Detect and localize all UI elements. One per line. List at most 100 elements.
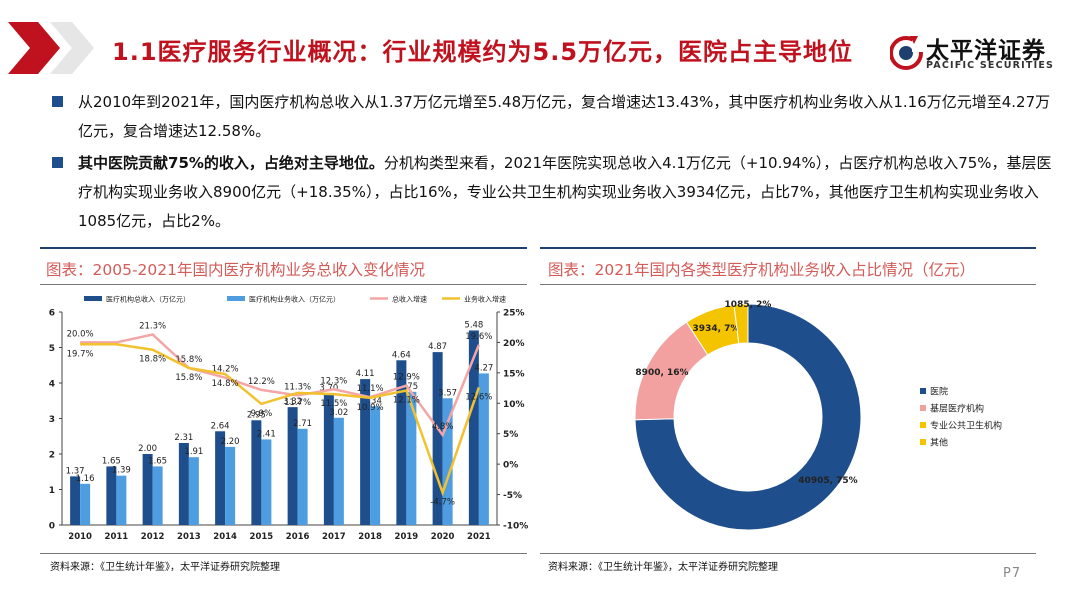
donut-slice xyxy=(733,303,749,345)
bar-total-revenue xyxy=(178,442,189,525)
left-panel-bottom-divider xyxy=(40,553,527,554)
x-tick-label: 2015 xyxy=(250,532,274,542)
bar-business-revenue xyxy=(152,466,163,525)
line-data-label: 12.6% xyxy=(465,392,492,402)
line-total-growth xyxy=(80,333,481,438)
bar-data-label: 1.37 xyxy=(66,466,85,476)
bar-total-revenue xyxy=(432,352,443,525)
bar-data-label: 1.65 xyxy=(148,456,167,466)
bar-business-revenue xyxy=(333,417,344,525)
bullet-text: 分机构类型来看，2021年医院实现总收入4.1万亿元（+10.94%），占医疗机… xyxy=(78,154,1052,230)
y2-tick-label: -5% xyxy=(503,491,522,501)
bar-total-revenue xyxy=(360,379,371,525)
donut-data-label: 8900, 16% xyxy=(635,368,688,378)
y-tick-label: 5 xyxy=(49,344,55,354)
line-data-label: 12.9% xyxy=(393,373,420,383)
bar-data-label: 4.87 xyxy=(428,342,447,352)
bar-total-revenue xyxy=(468,330,479,525)
y-tick-label: 4 xyxy=(49,380,55,390)
bar-data-label: 3.02 xyxy=(329,408,348,418)
y-tick-label: 6 xyxy=(49,309,55,319)
bar-data-label: 4.11 xyxy=(356,369,375,379)
bar-total-revenue xyxy=(70,476,81,525)
x-tick-label: 2014 xyxy=(213,532,237,542)
company-logo: 太平洋证券 PACIFIC SECURITIES xyxy=(890,32,1060,74)
bar-business-revenue xyxy=(370,406,381,525)
line-business-growth xyxy=(80,343,481,497)
bar-data-label: 1.39 xyxy=(112,466,131,476)
revenue-bar-line-chart: 0 1 2 3 4 5 6 -10% -5% 0% 5% 10% 15% 20% 25% 2010 2011 20… xyxy=(49,295,529,543)
bullet-bold-text: 其中医院贡献75%的收入，占绝对主导地位。 xyxy=(78,154,384,172)
line-data-label: 15.8% xyxy=(175,355,202,365)
left-panel-top-rule xyxy=(40,247,527,249)
y-tick-label: 3 xyxy=(49,415,55,425)
x-tick-label: 2019 xyxy=(395,532,419,542)
left-panel-divider xyxy=(40,284,527,285)
bar-total-revenue xyxy=(142,454,153,525)
bar-data-label: 2.20 xyxy=(221,437,240,447)
right-panel-top-rule xyxy=(540,247,1036,249)
bar-data-label: .34 xyxy=(368,396,382,406)
legend-swatch xyxy=(227,296,245,301)
y2-tick-label: 10% xyxy=(503,400,525,410)
y2-tick-label: -10% xyxy=(503,522,528,532)
right-source-note: 资料来源：《卫生统计年鉴》，太平洋证券研究院整理 xyxy=(548,562,778,573)
bar-data-label: 3.57 xyxy=(438,388,457,398)
bar-data-label: 2.41 xyxy=(257,429,276,439)
bar-data-label: 5.48 xyxy=(464,320,483,330)
legend-label: 业务收入增速 xyxy=(464,295,506,304)
bar-total-revenue xyxy=(323,393,334,525)
legend-label: 专业公共卫生机构 xyxy=(930,420,1002,432)
bar-total-revenue xyxy=(106,466,117,525)
left-chart-title: 图表：2005-2021年国内医疗机构业务总收入变化情况 xyxy=(46,261,425,279)
legend-label: 总收入增速 xyxy=(392,295,427,304)
line-data-label: 11.7% xyxy=(284,398,311,408)
bullet-text: 从2010年到2021年，国内医疗机构总收入从1.37万亿元增至5.48万亿元，… xyxy=(78,93,1051,140)
bullet-list: 从2010年到2021年，国内医疗机构总收入从1.37万亿元增至5.48万亿元，… xyxy=(52,88,1052,239)
bar-business-revenue xyxy=(442,398,453,525)
legend-label: 医院 xyxy=(930,386,948,398)
legend-label: 其他 xyxy=(930,437,948,449)
bar-total-revenue xyxy=(287,407,298,525)
y-tick-label: 0 xyxy=(49,522,55,532)
line-data-label: 18.8% xyxy=(139,355,166,365)
left-source-note: 资料来源：《卫生统计年鉴》，太平洋证券研究院整理 xyxy=(50,562,280,573)
bar-total-revenue xyxy=(396,360,407,525)
chevron-decoration-icon xyxy=(8,22,60,74)
line-data-label: 11.5% xyxy=(320,399,347,409)
bullet-item: 其中医院贡献75%的收入，占绝对主导地位。分机构类型来看，2021年医院实现总收… xyxy=(52,149,1052,236)
bar-total-revenue xyxy=(251,420,262,525)
bar-data-label: 2.31 xyxy=(174,433,193,443)
bar-data-label: 1.16 xyxy=(76,474,95,484)
y2-tick-label: 20% xyxy=(503,339,525,349)
bar-business-revenue xyxy=(116,475,127,525)
slide-title: 1.1医疗服务行业概况：行业规模约为5.5万亿元，医院占主导地位 xyxy=(112,38,854,66)
bar-business-revenue xyxy=(188,457,199,525)
chevron-decoration-icon xyxy=(50,22,94,74)
legend-label: 医疗机构业务收入（万亿元） xyxy=(249,295,340,304)
x-tick-label: 2020 xyxy=(431,532,455,542)
x-tick-label: 2013 xyxy=(177,532,201,542)
line-data-label: 19.6% xyxy=(465,332,492,342)
x-tick-label: 2011 xyxy=(105,532,129,542)
right-chart-title: 图表：2021年国内各类型医疗机构业务收入占比情况（亿元） xyxy=(548,261,975,279)
donut-data-label: 3934, 7% xyxy=(693,324,740,334)
line-data-label: 15.8% xyxy=(175,373,202,383)
slide-header: 1.1医疗服务行业概况：行业规模约为5.5万亿元，医院占主导地位 太平洋证券 P… xyxy=(0,0,1080,80)
y2-tick-label: 0% xyxy=(503,461,518,471)
line-data-label: 14.2% xyxy=(212,365,239,375)
bar-data-label: 4.27 xyxy=(474,363,493,373)
y2-tick-label: 5% xyxy=(503,430,518,440)
line-data-label: 12.1% xyxy=(393,396,420,406)
logo-name-cn: 太平洋证券 xyxy=(926,38,1046,64)
legend-swatch xyxy=(920,405,926,411)
y2-tick-label: 25% xyxy=(503,309,525,319)
line-data-label: 14.8% xyxy=(212,379,239,389)
revenue-share-donut-chart: 40905, 75% 8900, 16% 3934, 7% 1085, 2% 医院基层医… xyxy=(634,300,1002,531)
logo-name-en: PACIFIC SECURITIES xyxy=(926,60,1055,71)
line-data-label: -4.7% xyxy=(430,498,455,508)
bar-data-label: 1.65 xyxy=(102,456,121,466)
line-data-label: 10.9% xyxy=(357,403,384,413)
x-tick-label: 2010 xyxy=(68,532,92,542)
line-data-label: 4.8% xyxy=(432,422,454,432)
